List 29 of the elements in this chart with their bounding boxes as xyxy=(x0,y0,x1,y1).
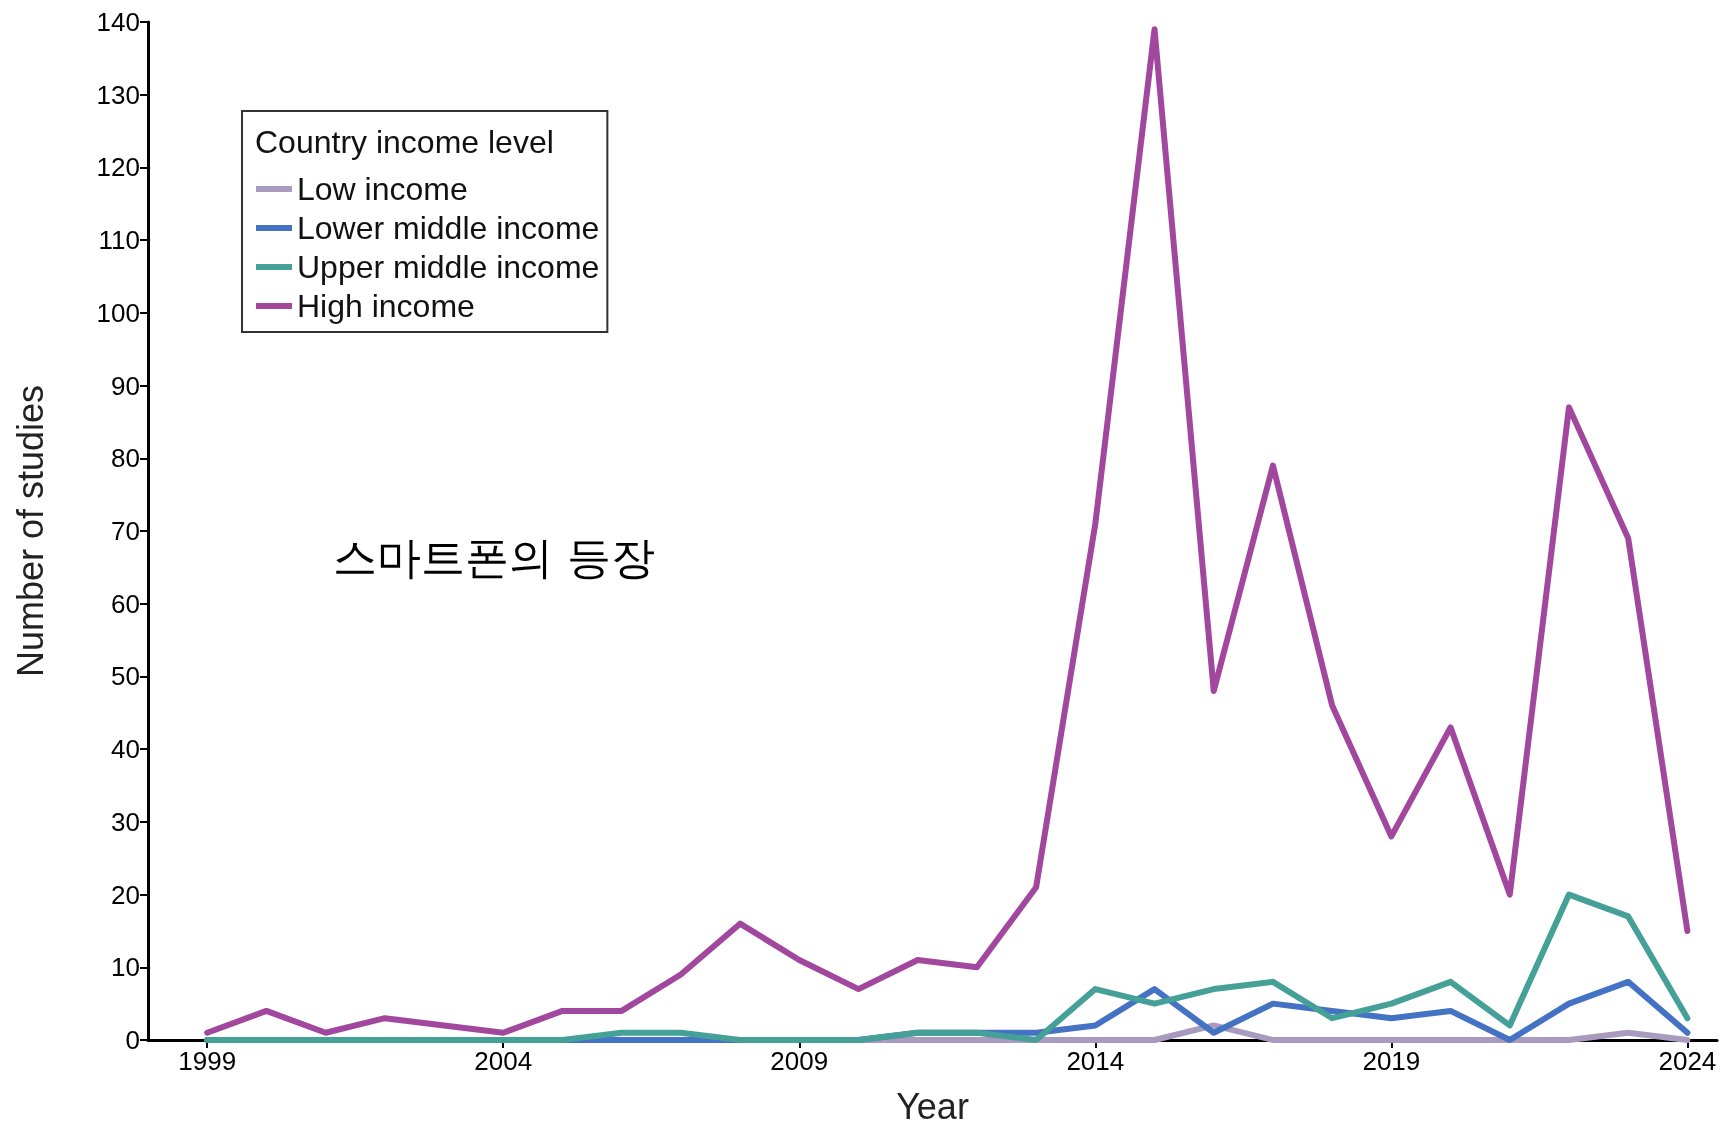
legend-label: High income xyxy=(297,288,475,324)
annotation: 스마트폰의 등장 xyxy=(333,531,655,583)
y-tick-label: 40 xyxy=(111,734,140,765)
y-tick-label: 110 xyxy=(98,225,140,256)
y-tick-label: 30 xyxy=(111,806,140,837)
y-tick-label: 130 xyxy=(96,79,140,110)
x-tick-label: 2009 xyxy=(770,1046,829,1076)
legend-label: Upper middle income xyxy=(297,249,600,285)
y-tick-label: 10 xyxy=(111,952,140,983)
x-tick-label: 1999 xyxy=(178,1046,237,1076)
x-tick-label: 2024 xyxy=(1658,1046,1717,1076)
y-tick-label: 20 xyxy=(111,879,140,910)
y-tick-label: 60 xyxy=(111,588,140,619)
y-tick-label: 70 xyxy=(111,516,140,546)
x-tick-label: 2004 xyxy=(474,1046,533,1076)
legend-label: Low income xyxy=(297,171,468,207)
y-tick-label: 120 xyxy=(96,152,140,183)
y-tick-label: 140 xyxy=(96,7,140,37)
y-axis-title: Number of studies xyxy=(9,384,51,678)
y-tick-label: 90 xyxy=(111,370,140,401)
y-tick-label: 100 xyxy=(96,297,140,328)
x-tick-label: 2019 xyxy=(1362,1046,1421,1076)
x-axis-title: Year xyxy=(896,1085,969,1127)
legend-title: Country income level xyxy=(255,124,554,160)
y-tick-label: 50 xyxy=(111,661,140,692)
legend-label: Lower middle income xyxy=(297,210,600,246)
y-tick-label: 0 xyxy=(125,1025,140,1055)
y-tick-label: 80 xyxy=(111,443,140,474)
x-tick-label: 2014 xyxy=(1066,1046,1125,1076)
